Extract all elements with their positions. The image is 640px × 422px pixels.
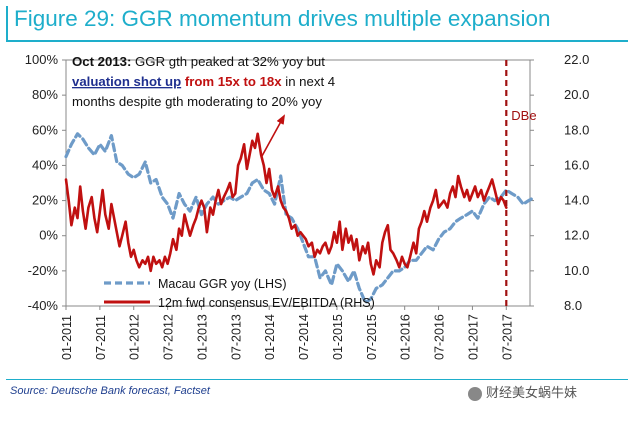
y-left-tick-label: 100% bbox=[25, 52, 59, 67]
source-note: Source: Deutsche Bank forecast, Factset bbox=[10, 385, 210, 397]
x-tick-label: 01-2017 bbox=[466, 314, 480, 360]
annotation-blue: valuation shot up bbox=[72, 74, 181, 89]
legend-label-ggr: Macau GGR yoy (LHS) bbox=[158, 277, 287, 291]
y-left-tick-label: 60% bbox=[32, 122, 58, 137]
annotation-rest-2: in next 4 bbox=[282, 74, 336, 89]
chart: 100% 80% 60% 40% 20% 0% -20% -40% 22.0 20.0 18.0 16… bbox=[25, 52, 590, 360]
x-tick-label: 07-2017 bbox=[500, 314, 514, 360]
y-right-tick-label: 20.0 bbox=[564, 87, 589, 102]
y-left-tick-label: -40% bbox=[28, 298, 59, 313]
page-title: Figure 29: GGR momentum drives multiple … bbox=[14, 6, 551, 31]
x-tick-label: 07-2012 bbox=[162, 314, 176, 360]
y-left-tick-label: 80% bbox=[32, 87, 58, 102]
watermark-text: 财经美女蜗牛妹 bbox=[486, 386, 578, 401]
marks bbox=[64, 60, 537, 306]
x-tick-label: 01-2016 bbox=[399, 314, 413, 360]
x-tick-label: 01-2011 bbox=[60, 315, 74, 360]
y-left-tick-label: -20% bbox=[28, 263, 59, 278]
axes: 100% 80% 60% 40% 20% 0% -20% -40% 22.0 20.0 18.0 16… bbox=[25, 52, 590, 360]
y-right-tick-label: 22.0 bbox=[564, 52, 589, 67]
x-tick-label: 01-2015 bbox=[331, 314, 345, 360]
x-tick-label: 07-2014 bbox=[297, 314, 311, 360]
y-left-tick-label: 40% bbox=[32, 157, 58, 172]
y-right-tick-label: 16.0 bbox=[564, 157, 589, 172]
annotation-line-2: valuation shot up from 15x to 18x in nex… bbox=[72, 74, 335, 89]
watermark: 财经美女蜗牛妹 bbox=[468, 382, 577, 401]
annotation-line-3: months despite gth moderating to 20% yoy bbox=[72, 94, 322, 109]
y-right-tick-label: 10.0 bbox=[564, 263, 589, 278]
series-ev-line bbox=[64, 132, 508, 276]
y-right-tick-label: 8.0 bbox=[564, 298, 582, 313]
x-tick-label: 07-2011 bbox=[94, 315, 108, 360]
y-right-tick-label: 18.0 bbox=[564, 122, 589, 137]
legend-label-ev: 12m fwd consensus EV/EBITDA (RHS) bbox=[158, 296, 375, 310]
x-tick-label: 07-2015 bbox=[365, 314, 379, 360]
y-right-tick-label: 14.0 bbox=[564, 193, 589, 208]
annotation-bold: Oct 2013: bbox=[72, 54, 131, 69]
y-left-tick-label: 20% bbox=[32, 193, 58, 208]
forecast-label: DBe bbox=[511, 108, 536, 123]
x-tick-label: 07-2016 bbox=[433, 314, 447, 360]
series-ggr-line bbox=[64, 132, 537, 305]
y-left-tick-label: 0% bbox=[39, 228, 58, 243]
wechat-icon bbox=[468, 386, 482, 401]
annotations: DBe Macau GGR yoy (LHS) 12m fwd consensus … bbox=[72, 54, 537, 310]
x-tick-label: 01-2012 bbox=[128, 314, 142, 360]
annotation-rest: GGR gth peaked at 32% yoy but bbox=[131, 54, 325, 69]
x-tick-label: 07-2013 bbox=[229, 314, 243, 360]
x-tick-label: 01-2013 bbox=[195, 314, 209, 360]
source-rule bbox=[6, 379, 628, 380]
annotation-arrow bbox=[261, 114, 285, 157]
title-frame-left bbox=[6, 6, 8, 42]
title-rule bbox=[6, 40, 628, 42]
x-tick-label: 01-2014 bbox=[263, 314, 277, 360]
annotation-line-1: Oct 2013: GGR gth peaked at 32% yoy but bbox=[72, 54, 325, 69]
annotation-red: from 15x to 18x bbox=[181, 74, 282, 89]
y-right-tick-label: 12.0 bbox=[564, 228, 589, 243]
